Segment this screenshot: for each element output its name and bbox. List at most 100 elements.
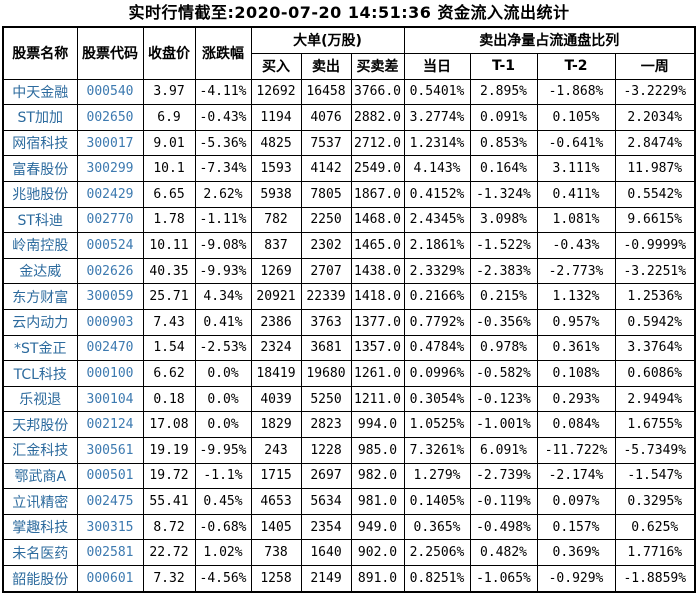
buy-sell-diff: 891.0 <box>350 565 405 593</box>
ratio-t1: 6.091% <box>469 437 538 464</box>
sell-volume: 7805 <box>300 180 352 208</box>
stock-name: 未名医药 <box>2 539 78 567</box>
ratio-t2: 0.361% <box>536 334 616 362</box>
ratio-t1: -0.498% <box>469 513 538 541</box>
buy-volume: 2386 <box>250 308 302 336</box>
change-percent: -0.68% <box>194 513 252 541</box>
ratio-today: 0.2166% <box>403 283 471 310</box>
buy-sell-diff: 1377.0 <box>350 308 405 336</box>
buy-volume: 20921 <box>250 283 302 310</box>
sell-volume: 2302 <box>300 232 352 259</box>
change-percent: -4.56% <box>194 565 252 593</box>
buy-sell-diff: 982.0 <box>350 462 405 490</box>
buy-sell-diff: 2549.0 <box>350 155 405 182</box>
ratio-week: 0.5542% <box>614 180 696 208</box>
ratio-today: 0.8251% <box>403 565 471 593</box>
buy-sell-diff: 1438.0 <box>350 257 405 285</box>
buy-sell-diff: 2712.0 <box>350 129 405 157</box>
ratio-t2: 0.369% <box>536 539 616 567</box>
buy-sell-diff: 2882.0 <box>350 104 405 131</box>
ratio-t1: 0.978% <box>469 334 538 362</box>
ratio-t2: 0.097% <box>536 488 616 515</box>
ratio-t2: 1.081% <box>536 206 616 234</box>
ratio-week: 2.2034% <box>614 104 696 131</box>
buy-sell-diff: 1867.0 <box>350 180 405 208</box>
table-row: 韶能股份 000601 7.32 -4.56% 1258 2149 891.0 0.8251%… <box>2 565 696 593</box>
stock-code: 002124 <box>76 411 144 439</box>
buy-sell-diff: 985.0 <box>350 437 405 464</box>
ratio-t1: 0.164% <box>469 155 538 182</box>
change-percent: -9.93% <box>194 257 252 285</box>
capital-flow-table: 股票名称 股票代码 收盘价 涨跌幅 大单(万股) 卖出净量占流通盘比列 买入 卖… <box>2 26 696 593</box>
buy-volume: 782 <box>250 206 302 234</box>
sell-volume: 1640 <box>300 539 352 567</box>
stock-name: 乐视退 <box>2 385 78 413</box>
close-price: 22.72 <box>142 539 196 567</box>
ratio-today: 0.365% <box>403 513 471 541</box>
sell-volume: 22339 <box>300 283 352 310</box>
ratio-week: 1.2536% <box>614 283 696 310</box>
table-row: TCL科技 000100 6.62 0.0% 18419 19680 1261.0 0.099… <box>2 360 696 387</box>
buy-volume: 1258 <box>250 565 302 593</box>
buy-volume: 837 <box>250 232 302 259</box>
stock-code: 000524 <box>76 232 144 259</box>
close-price: 7.32 <box>142 565 196 593</box>
col-header-ratio-week: 一周 <box>614 52 696 80</box>
ratio-t2: -1.868% <box>536 78 616 106</box>
ratio-t2: -0.929% <box>536 565 616 593</box>
close-price: 6.9 <box>142 104 196 131</box>
ratio-today: 1.2314% <box>403 129 471 157</box>
close-price: 17.08 <box>142 411 196 439</box>
buy-volume: 1269 <box>250 257 302 285</box>
close-price: 1.54 <box>142 334 196 362</box>
stock-name: 汇金科技 <box>2 437 78 464</box>
buy-volume: 18419 <box>250 360 302 387</box>
ratio-t1: -2.383% <box>469 257 538 285</box>
buy-volume: 5938 <box>250 180 302 208</box>
table-row: 兆驰股份 002429 6.65 2.62% 5938 7805 1867.0 0.4152%… <box>2 180 696 208</box>
ratio-t2: 0.108% <box>536 360 616 387</box>
sell-volume: 4076 <box>300 104 352 131</box>
table-row: 天邦股份 002124 17.08 0.0% 1829 2823 994.0 1.0525% -… <box>2 411 696 439</box>
buy-sell-diff: 949.0 <box>350 513 405 541</box>
ratio-t2: 0.957% <box>536 308 616 336</box>
change-percent: 2.62% <box>194 180 252 208</box>
ratio-t1: -0.119% <box>469 488 538 515</box>
ratio-t1: -0.123% <box>469 385 538 413</box>
ratio-t2: -0.641% <box>536 129 616 157</box>
buy-sell-diff: 1211.0 <box>350 385 405 413</box>
stock-code: 002581 <box>76 539 144 567</box>
change-percent: -4.11% <box>194 78 252 106</box>
ratio-t1: -0.582% <box>469 360 538 387</box>
ratio-today: 0.1405% <box>403 488 471 515</box>
col-header-ratio-t2: T-2 <box>536 52 616 80</box>
table-row: 掌趣科技 300315 8.72 -0.68% 1405 2354 949.0 0.365% -… <box>2 513 696 541</box>
close-price: 6.62 <box>142 360 196 387</box>
ratio-today: 0.7792% <box>403 308 471 336</box>
sell-volume: 2707 <box>300 257 352 285</box>
ratio-t2: 0.105% <box>536 104 616 131</box>
change-percent: 1.02% <box>194 539 252 567</box>
sell-volume: 3681 <box>300 334 352 362</box>
stock-name: 韶能股份 <box>2 565 78 593</box>
ratio-today: 2.4345% <box>403 206 471 234</box>
ratio-t1: -1.065% <box>469 565 538 593</box>
sell-volume: 1228 <box>300 437 352 464</box>
close-price: 19.72 <box>142 462 196 490</box>
change-percent: -0.43% <box>194 104 252 131</box>
close-price: 0.18 <box>142 385 196 413</box>
sell-volume: 19680 <box>300 360 352 387</box>
stock-code: 000540 <box>76 78 144 106</box>
change-percent: 0.0% <box>194 411 252 439</box>
ratio-week: 0.5942% <box>614 308 696 336</box>
close-price: 6.65 <box>142 180 196 208</box>
stock-code: 300561 <box>76 437 144 464</box>
table-row: 富春股份 300299 10.1 -7.34% 1593 4142 2549.0 4.143%… <box>2 155 696 182</box>
ratio-t2: 0.084% <box>536 411 616 439</box>
buy-volume: 243 <box>250 437 302 464</box>
ratio-week: 0.3295% <box>614 488 696 515</box>
buy-volume: 4825 <box>250 129 302 157</box>
close-price: 8.72 <box>142 513 196 541</box>
ratio-week: -1.8859% <box>614 565 696 593</box>
buy-sell-diff: 981.0 <box>350 488 405 515</box>
